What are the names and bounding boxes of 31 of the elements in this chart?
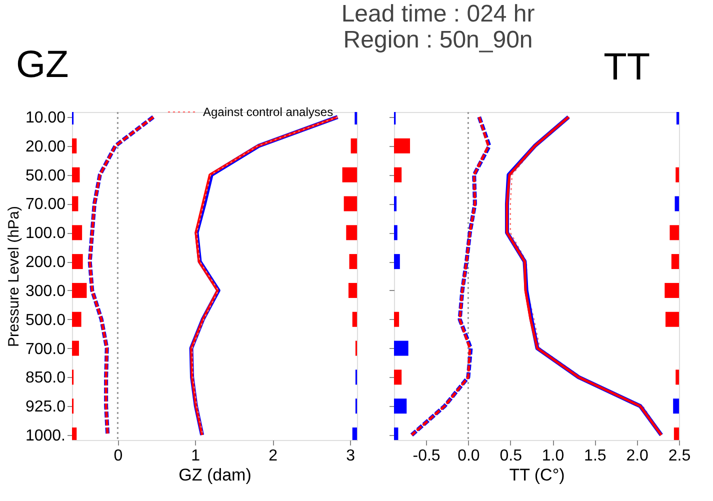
y-tick-label: 70.00 (25, 196, 66, 214)
y-tick-label: 100.0 (25, 225, 66, 242)
y-tick-label: 300.0 (25, 282, 66, 300)
y-tick-label: 200.0 (25, 254, 66, 272)
y-axis-title: Pressure Level (hPa) (5, 206, 22, 347)
x-axis-title: TT (C°) (509, 466, 565, 484)
y-tick-label: 850.0 (25, 370, 66, 387)
x-tick-label: -0.5 (412, 448, 440, 464)
y-tick-label: 500.0 (25, 312, 66, 329)
x-axis-title: GZ (dam) (178, 466, 252, 484)
chart-title: TT (604, 46, 650, 88)
x-tick-label: 3 (346, 448, 356, 464)
y-tick-label: 1000. (25, 428, 66, 444)
text: Lead time : 024 hr (341, 0, 535, 28)
x-tick-label: 1.0 (542, 448, 564, 464)
x-tick-label: 2.0 (626, 448, 649, 464)
chart-title: GZ (16, 44, 69, 86)
x-tick-label: 2.5 (668, 448, 691, 464)
y-tick-label: 10.00 (25, 110, 66, 126)
y-tick-label: 700.0 (25, 340, 66, 358)
y-tick-label: 925.0 (25, 398, 66, 416)
x-tick-label: 2 (268, 448, 278, 464)
x-tick-label: 1 (191, 448, 200, 464)
x-tick-label: 1.5 (584, 448, 606, 464)
x-tick-label: 0.5 (500, 448, 522, 464)
x-tick-label: 0 (114, 448, 123, 464)
y-tick-label: 20.00 (25, 138, 66, 156)
legend-label: Against control analyses (203, 105, 334, 119)
x-tick-label: 0.0 (458, 448, 480, 464)
y-tick-label: 50.00 (25, 167, 66, 184)
text: Region : 50n_90n (343, 26, 533, 54)
